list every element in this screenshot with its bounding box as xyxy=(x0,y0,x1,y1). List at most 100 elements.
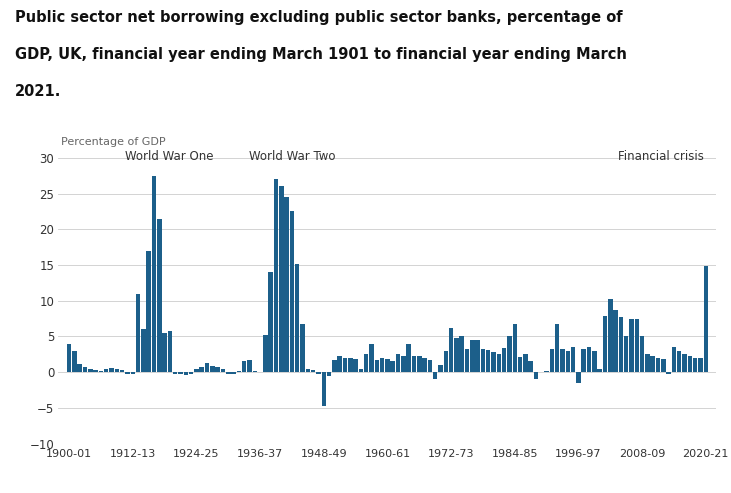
Bar xyxy=(512,324,517,372)
Bar xyxy=(369,344,374,372)
Bar xyxy=(167,331,173,372)
Bar xyxy=(252,371,257,372)
Bar xyxy=(306,369,310,372)
Bar xyxy=(682,354,687,372)
Bar xyxy=(94,370,98,372)
Bar xyxy=(200,367,204,372)
Bar xyxy=(273,179,279,372)
Bar xyxy=(395,354,401,372)
Bar xyxy=(348,358,352,372)
Bar xyxy=(433,372,437,380)
Text: Percentage of GDP: Percentage of GDP xyxy=(61,137,166,147)
Bar xyxy=(380,358,385,372)
Bar xyxy=(475,340,480,372)
Bar xyxy=(67,344,72,372)
Bar xyxy=(136,294,140,372)
Bar xyxy=(237,371,241,372)
Bar xyxy=(417,356,422,372)
Text: World War One: World War One xyxy=(125,150,213,164)
Bar xyxy=(635,318,639,372)
Bar xyxy=(555,324,559,372)
Bar xyxy=(162,333,167,372)
Text: Public sector net borrowing excluding public sector banks, percentage of: Public sector net borrowing excluding pu… xyxy=(15,10,622,25)
Bar xyxy=(353,359,358,372)
Bar xyxy=(295,264,300,372)
Bar xyxy=(189,372,194,374)
Bar xyxy=(88,369,93,372)
Text: GDP, UK, financial year ending March 1901 to financial year ending March: GDP, UK, financial year ending March 190… xyxy=(15,47,626,62)
Bar xyxy=(343,358,347,372)
Bar xyxy=(507,337,512,372)
Bar xyxy=(518,357,523,372)
Bar xyxy=(183,372,188,375)
Bar xyxy=(390,361,395,372)
Bar xyxy=(152,176,156,372)
Bar xyxy=(263,335,268,372)
Bar xyxy=(125,372,129,374)
Bar xyxy=(438,365,443,372)
Bar xyxy=(491,352,496,372)
Bar xyxy=(576,372,580,383)
Bar xyxy=(608,299,613,372)
Bar xyxy=(279,186,284,372)
Bar xyxy=(449,328,453,372)
Bar xyxy=(311,370,315,372)
Bar xyxy=(560,350,565,372)
Bar xyxy=(465,349,469,372)
Bar xyxy=(423,358,427,372)
Bar xyxy=(651,356,655,372)
Bar xyxy=(545,371,549,372)
Bar xyxy=(385,359,390,372)
Bar xyxy=(703,266,708,372)
Bar xyxy=(268,272,273,372)
Bar xyxy=(602,317,607,372)
Bar xyxy=(178,372,183,374)
Bar xyxy=(667,372,671,374)
Text: Financial crisis: Financial crisis xyxy=(618,150,704,164)
Text: World War Two: World War Two xyxy=(249,150,336,164)
Bar xyxy=(412,356,416,372)
Bar xyxy=(587,347,591,372)
Bar xyxy=(289,211,294,372)
Bar xyxy=(656,358,660,372)
Bar xyxy=(693,358,697,372)
Bar xyxy=(194,369,199,372)
Bar xyxy=(327,372,331,376)
Bar xyxy=(374,360,379,372)
Bar xyxy=(698,358,702,372)
Bar xyxy=(115,369,119,372)
Bar xyxy=(428,360,432,372)
Bar xyxy=(672,347,676,372)
Bar xyxy=(613,310,618,372)
Bar xyxy=(401,356,406,372)
Bar xyxy=(210,366,215,372)
Bar xyxy=(481,350,485,372)
Bar xyxy=(226,372,230,374)
Bar xyxy=(677,351,681,372)
Bar xyxy=(502,348,507,372)
Bar xyxy=(322,372,326,406)
Bar xyxy=(523,354,528,372)
Bar xyxy=(454,338,458,372)
Bar xyxy=(529,361,533,372)
Bar xyxy=(597,369,602,372)
Bar xyxy=(688,356,692,372)
Bar xyxy=(77,364,82,372)
Bar xyxy=(460,337,464,372)
Bar xyxy=(661,359,666,372)
Bar xyxy=(157,218,162,372)
Text: 2021.: 2021. xyxy=(15,84,61,99)
Bar xyxy=(173,372,178,374)
Bar xyxy=(83,367,87,372)
Bar xyxy=(72,351,77,372)
Bar xyxy=(364,354,368,372)
Bar xyxy=(131,372,135,374)
Bar xyxy=(231,372,236,374)
Bar xyxy=(141,329,145,372)
Bar xyxy=(571,347,575,372)
Bar xyxy=(109,368,114,372)
Bar xyxy=(406,344,411,372)
Bar xyxy=(242,361,246,372)
Bar xyxy=(534,372,538,380)
Bar xyxy=(317,372,321,374)
